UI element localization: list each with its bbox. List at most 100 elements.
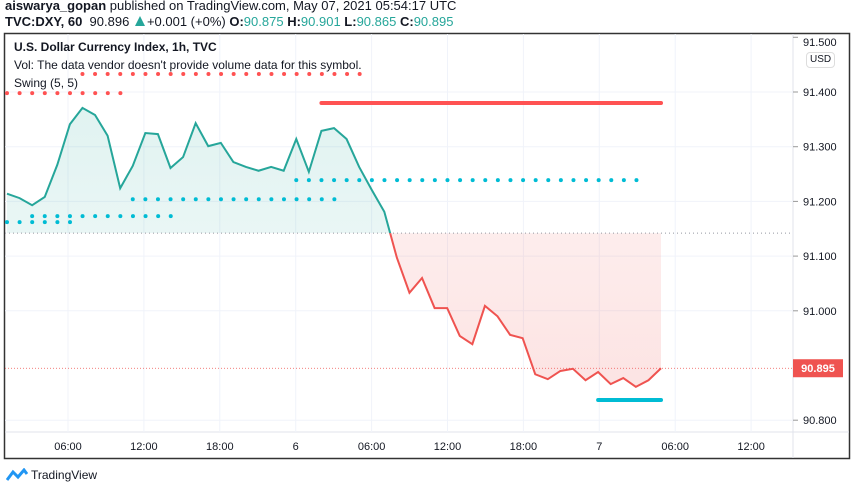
swing-low-dot [319, 197, 324, 202]
swing-low-dot [143, 197, 148, 202]
time-tick-label: 06:00 [661, 441, 689, 453]
price-tick-label: 91.400 [803, 87, 837, 99]
swing-high-dot [130, 71, 135, 76]
swing-low-dot [470, 178, 475, 183]
swing-high-dot [357, 71, 362, 76]
swing-low-dot [42, 220, 47, 225]
swing-low-dot [357, 178, 362, 183]
price-tick-label: 91.100 [803, 251, 837, 263]
swing-low-dot [432, 178, 437, 183]
swing-high-dot [231, 71, 236, 76]
volume-note: Vol: The data vendor doesn't provide vol… [14, 58, 362, 72]
price-tick-label: 91.000 [803, 306, 837, 318]
swing-high-dot [181, 71, 186, 76]
open-label: O: [229, 14, 244, 29]
swing-indicator-label[interactable]: Swing (5, 5) [14, 76, 79, 90]
swing-low-dot [369, 178, 374, 183]
open-value: 90.875 [243, 14, 284, 29]
swing-low-dot [206, 197, 211, 202]
swing-low-dot [508, 178, 513, 183]
author-link[interactable]: aiswarya_gopan [5, 0, 107, 13]
swing-high-dot [143, 71, 148, 76]
swing-high-dot [17, 91, 22, 96]
price-line-down [389, 233, 662, 388]
price-line-up [6, 106, 392, 234]
swing-high-dot [80, 91, 85, 96]
swing-low-dot [332, 197, 337, 202]
swing-high-dot [80, 71, 85, 76]
chart-frame [3, 32, 851, 460]
published-text: published on TradingView.com, May 07, 20… [109, 0, 457, 13]
low-label: L: [344, 14, 357, 29]
swing-low-dot [193, 197, 198, 202]
swing-low-dot [244, 197, 249, 202]
swing-low-dot [155, 197, 160, 202]
swing-low-dot [269, 197, 274, 202]
swing-low-dot [596, 178, 601, 183]
swing-low-dot [584, 178, 589, 183]
swing-high-dot [68, 91, 72, 96]
swing-low-dot [80, 214, 85, 219]
currency-button[interactable]: USD [806, 52, 836, 68]
swing-high-dot [118, 91, 123, 96]
area-above-baseline [7, 107, 661, 234]
swing-high-dot [105, 71, 110, 76]
swing-high-dot [256, 71, 261, 76]
swing-low-dot [344, 178, 349, 183]
swing-low-dot [495, 178, 500, 183]
time-tick-label: 7 [596, 441, 602, 453]
swing-low-dot [420, 178, 425, 183]
swing-low-dot [609, 178, 614, 183]
swing-low-dot [307, 197, 312, 202]
swing-low-dot [407, 178, 412, 183]
time-tick-label: 06:00 [54, 441, 82, 453]
tradingview-logo[interactable]: TradingView [6, 468, 97, 482]
swing-high-dot [5, 91, 9, 96]
swing-low-dot [130, 214, 135, 219]
swing-high-dot [55, 91, 60, 96]
price-tick-label: 91.200 [803, 196, 837, 208]
price-tick-label: 90.800 [803, 415, 837, 427]
swing-low-dot [621, 178, 626, 183]
swing-low-dot [105, 214, 110, 219]
swing-low-dot [231, 197, 236, 202]
swing-low-dot [168, 214, 173, 219]
up-arrow-icon [134, 16, 145, 26]
swing-high-dot [294, 71, 299, 76]
swing-high-dot [105, 91, 110, 96]
swing-high-dot [206, 71, 211, 76]
tradingview-brand: TradingView [31, 468, 98, 482]
swing-high-dot [93, 71, 98, 76]
swing-low-dot [319, 178, 324, 183]
symbol: TVC:DXY, 60 [5, 14, 83, 29]
price-tick-label: 91.500 [803, 37, 837, 49]
swing-low-dot [17, 220, 22, 225]
swing-low-dot [30, 214, 35, 219]
last-price: 90.896 [89, 14, 130, 29]
close-value: 90.895 [413, 14, 454, 29]
time-tick-label: 18:00 [206, 441, 234, 453]
swing-high-dot [307, 71, 312, 76]
swing-high-dot [156, 71, 161, 76]
swing-low-dot [68, 220, 72, 225]
swing-low-dot [521, 178, 526, 183]
swing-low-dot [181, 197, 186, 202]
time-tick-label: 6 [293, 441, 299, 453]
swing-low-dot [458, 178, 463, 183]
swing-low-dot [332, 178, 337, 183]
swing-high-dot [93, 91, 98, 96]
time-tick-label: 06:00 [358, 441, 386, 453]
swing-low-dot [30, 220, 35, 225]
close-label: C: [399, 14, 414, 29]
symbol-info: TVC:DXY, 60 90.896 +0.001 (+0%) O:90.875… [5, 14, 453, 29]
swing-low-dot [382, 178, 387, 183]
swing-low-dot [55, 220, 60, 225]
swing-high-dot [30, 91, 35, 96]
area-below-baseline [390, 233, 661, 387]
high-label: H: [287, 14, 301, 29]
last-price-label: 90.895 [801, 363, 835, 375]
swing-low-dot [93, 214, 98, 219]
chart-title: U.S. Dollar Currency Index, 1h, TVC [14, 40, 217, 54]
swing-low-dot [168, 197, 173, 202]
